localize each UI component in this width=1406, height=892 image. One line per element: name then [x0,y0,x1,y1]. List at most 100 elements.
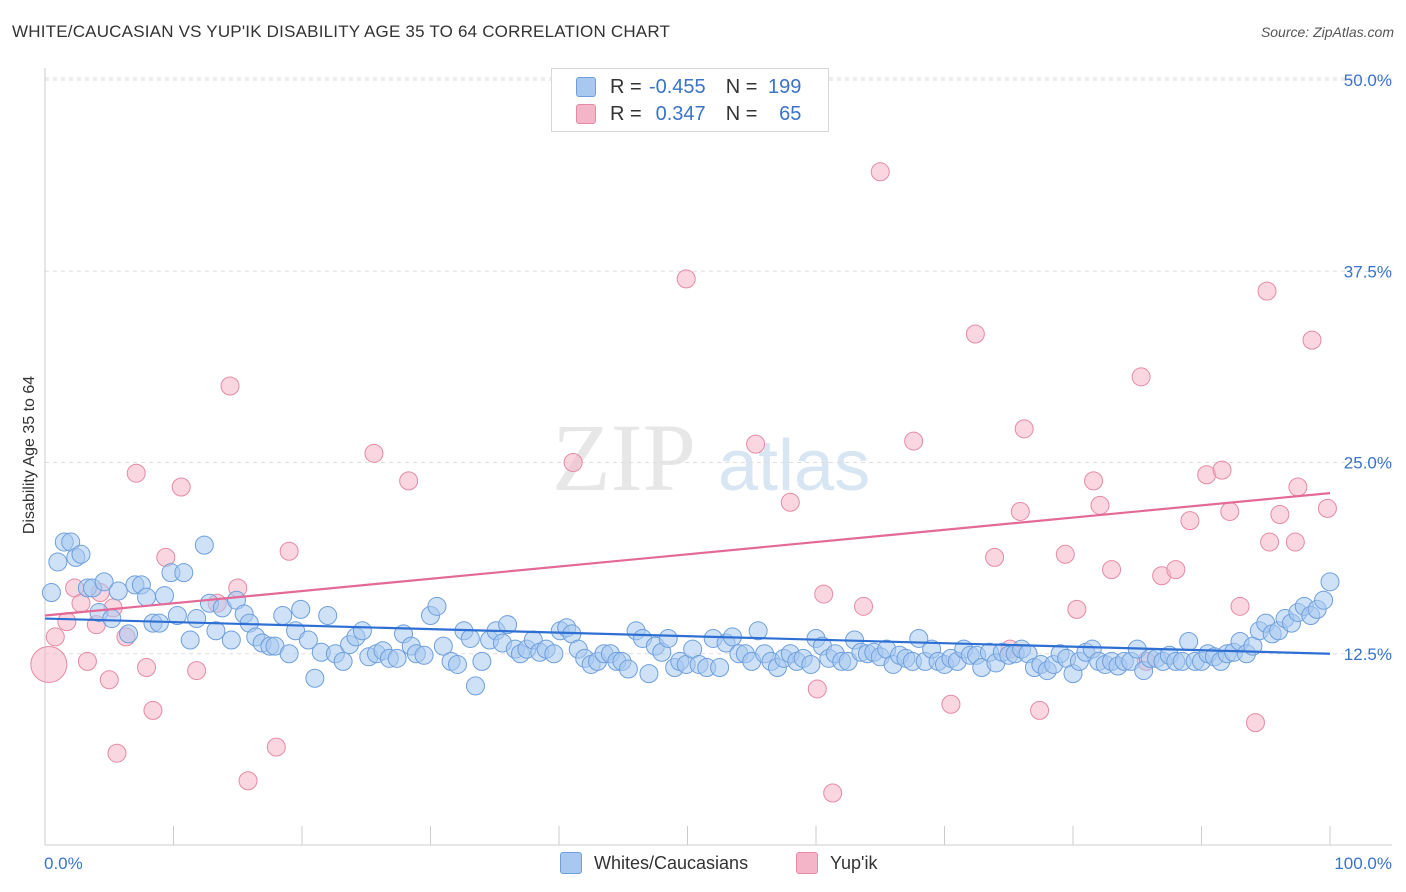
whites-point [318,606,338,625]
whites-point [221,630,241,650]
whites-point [333,651,353,671]
whites-point [119,624,139,644]
legend-item-whites: Whites/Caucasians [560,852,748,874]
whites-point [618,659,638,679]
yupik-point [137,658,157,678]
whites-point [352,621,372,641]
whites-point [48,552,68,572]
whites-point [710,658,730,678]
whites-point [149,613,169,633]
yupik-point [1230,596,1250,616]
trend-lines [44,492,1331,655]
yupik-point [870,162,890,182]
yupik-point [279,541,299,561]
yupik-point [45,627,65,647]
yupik-point [676,269,696,289]
yupik-point [1014,419,1034,439]
yupik-point [854,596,874,616]
yupik-point [171,477,191,497]
yupik-point [1212,460,1232,480]
whites-point [498,615,518,635]
yupik-point [126,463,146,483]
y-tick-label: 37.5% [1344,262,1392,281]
yupik-point [985,547,1005,567]
yupik-point [143,700,163,720]
whites-point [748,621,768,641]
yupik-point [1067,599,1087,619]
whites-point [658,628,678,648]
whites-point [544,644,564,664]
whites-point [1314,590,1334,610]
y-axis-label: Disability Age 35 to 64 [21,376,38,534]
yupik-point [1166,560,1186,580]
yupik-point [904,431,924,451]
tick-labels: 12.5% 25.0% 37.5% 50.0% 0.0% 100.0% [44,71,1392,873]
yupik-point [807,679,827,699]
yupik-point [941,694,961,714]
legend-row-whites: R = -0.455 N = 199 [576,75,801,99]
yupik-point [99,670,119,690]
legend-label-whites: Whites/Caucasians [594,852,749,873]
yupik-point [1131,367,1151,387]
whites-point [94,572,114,592]
x-tick-label: 0.0% [44,854,83,873]
yupik-point [399,471,419,491]
whites-point [433,636,453,656]
yupik-point [1302,330,1322,350]
whites-point [838,651,858,671]
axes [44,68,1392,846]
whites-point [298,630,318,650]
y-tick-label: 25.0% [1344,454,1392,473]
legend-r-label: R = [610,75,642,98]
whites-point [41,583,61,603]
yupik-point [823,783,843,803]
yupik-point [1285,532,1305,552]
yupik-point [780,492,800,512]
yupik-point [1180,511,1200,531]
yupik-point [1257,281,1277,301]
whites-point [465,676,485,696]
whites-point [305,668,325,688]
legend-swatch-blue [560,852,582,874]
y-tick-label: 50.0% [1344,71,1392,90]
series-legend: Whites/Caucasians Yup'ik [0,852,1406,878]
yupik-point [746,434,766,454]
legend-swatch-pink [576,104,596,124]
yupik-point [266,737,286,757]
legend-r-value: 0.347 [655,102,706,125]
series-whites [41,532,1340,696]
whites-point [639,664,659,684]
whites-point [427,596,447,616]
whites-point [1320,572,1340,592]
legend-n-value: 65 [779,102,802,125]
whites-point [71,544,91,564]
yupik-point [238,771,258,791]
whites-point [155,586,175,606]
legend-r-value: -0.455 [648,75,706,98]
yupik-point [364,443,384,463]
legend-row-yupik: R = 0.347 N = 65 [576,102,801,126]
yupik-point [563,453,583,472]
legend-label-yupik: Yup'ik [830,852,878,873]
whites-point [291,599,311,619]
yupik-point [1090,495,1110,515]
whites-point [1179,632,1199,652]
whites-point [460,628,480,648]
y-tick-label: 12.5% [1344,645,1392,664]
yupik-point [1010,501,1030,521]
x-tick-label: 100.0% [1334,854,1392,873]
whites-point [174,563,194,583]
yupik-point [220,376,240,396]
legend-n-label: N = [725,75,758,98]
whites-point [137,587,157,607]
correlation-legend: R = -0.455 N = 199 R = 0.347 N = 65 [551,68,829,132]
chart-title: WHITE/CAUCASIAN VS YUP'IK DISABILITY AGE… [12,22,671,41]
yupik-point [1260,532,1280,552]
yupik-trend-line [44,492,1331,617]
whites-point [167,606,187,625]
yupik-point [1288,477,1308,497]
gridlines [45,77,1392,655]
whites-point [801,654,821,674]
yupik-point [1245,713,1265,733]
yupik-point [1102,560,1122,580]
